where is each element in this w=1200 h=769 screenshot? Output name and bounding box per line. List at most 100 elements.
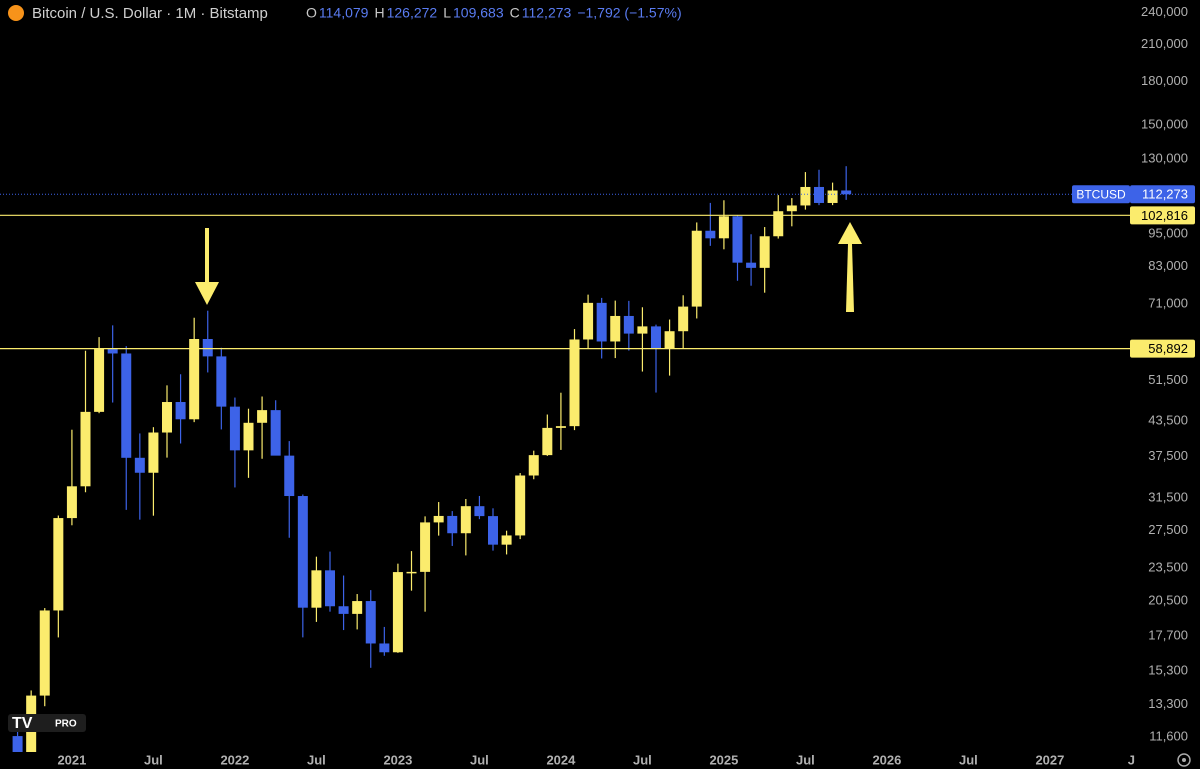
ohlc-legend: O 114,079 H 126,272 L 109,683 C 112,273 −1,792 (… — [306, 5, 682, 21]
y-tick-label: 71,000 — [1148, 295, 1188, 310]
y-tick-label: 95,000 — [1148, 226, 1188, 241]
candle-body — [542, 427, 553, 456]
candle-body — [705, 230, 716, 239]
candle-body — [718, 216, 729, 239]
candle-body — [786, 205, 797, 212]
candle-body — [501, 535, 512, 545]
candle-body — [338, 606, 349, 614]
candle-body — [637, 326, 648, 334]
x-tick-label: Jul — [959, 752, 978, 767]
pro-badge: PRO — [55, 719, 77, 730]
candle-body — [610, 315, 621, 342]
candle-body — [406, 571, 417, 574]
y-tick-label: 240,000 — [1141, 4, 1188, 19]
y-tick-label: 210,000 — [1141, 36, 1188, 51]
y-tick-label: 11,600 — [1149, 729, 1188, 744]
arrow-down — [195, 228, 219, 305]
symbol-box — [1072, 185, 1130, 204]
settings-icon[interactable] — [1177, 753, 1191, 767]
candle-body — [379, 643, 390, 653]
candle-body — [433, 515, 444, 523]
candle-body — [229, 406, 240, 451]
x-tick-label: 2027 — [1035, 752, 1064, 767]
candle-body — [759, 236, 770, 268]
x-tick-label: 2025 — [709, 752, 738, 767]
symbol-label: BTCUSD — [1076, 187, 1126, 201]
y-tick-label: 17,700 — [1148, 628, 1188, 643]
candle-body — [162, 402, 172, 433]
ohlc-label: L — [443, 5, 451, 21]
x-tick-label: Jul — [470, 752, 489, 767]
candle-body — [365, 601, 376, 644]
candle-body — [134, 457, 145, 473]
y-tick-label: 150,000 — [1141, 116, 1188, 131]
candle-body — [474, 506, 485, 517]
x-tick-label: 2026 — [872, 752, 901, 767]
y-tick-label: 180,000 — [1141, 73, 1188, 88]
y-tick-label: 27,500 — [1148, 522, 1188, 537]
last-price-box — [1130, 185, 1195, 204]
x-tick-label: 2021 — [57, 752, 86, 767]
ohlc-label: C — [510, 5, 520, 21]
candle-body — [243, 422, 254, 451]
candle-body — [352, 601, 363, 614]
x-tick-label: 2022 — [220, 752, 249, 767]
y-tick-label: 23,500 — [1148, 560, 1188, 575]
ohlc-label: O — [306, 5, 317, 21]
ohlc-label: H — [374, 5, 384, 21]
candle-body — [94, 349, 105, 412]
y-tick-label: 51,500 — [1148, 372, 1188, 387]
candle-body — [814, 186, 824, 203]
x-tick-label: 2023 — [383, 752, 412, 767]
x-tick-label: Jul — [633, 752, 652, 767]
ohlc-value: 109,683 — [453, 5, 504, 21]
price-label-box — [1130, 339, 1195, 358]
y-tick-label: 83,000 — [1148, 258, 1188, 273]
svg-text:TV: TV — [12, 715, 33, 732]
candle-body — [583, 302, 594, 340]
ohlc-value: 114,079 — [319, 5, 369, 21]
candle-body — [392, 572, 403, 653]
price-label: 58,892 — [1148, 341, 1188, 356]
x-tick-label: Jul — [796, 752, 815, 767]
candle-body — [107, 349, 118, 354]
y-tick-label: 43,500 — [1148, 412, 1188, 427]
candle-body — [841, 190, 852, 195]
candle-body — [800, 186, 811, 206]
y-tick-label: 20,500 — [1148, 592, 1188, 607]
x-tick-label: Jul — [307, 752, 326, 767]
price-label-box — [1130, 206, 1195, 225]
candle-body — [202, 339, 213, 357]
candle-body — [216, 356, 227, 407]
y-tick-label: 15,300 — [1148, 662, 1188, 677]
candle-body — [148, 432, 159, 473]
chart-title: Bitcoin / U.S. Dollar · 1M · Bitstamp — [32, 5, 268, 22]
candle-body — [691, 230, 702, 307]
candle-body — [488, 516, 498, 545]
candle-body — [12, 736, 23, 752]
candle-body — [746, 262, 757, 268]
candle-body — [297, 496, 308, 608]
candle-body — [175, 402, 186, 420]
y-tick-label: 31,500 — [1148, 490, 1188, 505]
candle-body — [311, 570, 322, 608]
candle-body — [596, 302, 607, 342]
last-price-label: 112,273 — [1142, 187, 1188, 202]
candle-body — [515, 475, 526, 536]
bitcoin-icon — [8, 5, 24, 21]
y-tick-label: 37,500 — [1148, 448, 1188, 463]
ohlc-value: 112,273 — [522, 5, 572, 21]
candle-body — [664, 331, 675, 349]
candle-body — [827, 190, 838, 203]
candle-body — [447, 515, 458, 534]
candle-body — [189, 339, 200, 420]
candle-body — [420, 522, 431, 572]
arrow-up — [838, 222, 862, 312]
candle-body — [325, 570, 335, 607]
candle-body — [732, 216, 743, 263]
candle-body — [773, 211, 784, 237]
candle-body — [80, 411, 91, 487]
